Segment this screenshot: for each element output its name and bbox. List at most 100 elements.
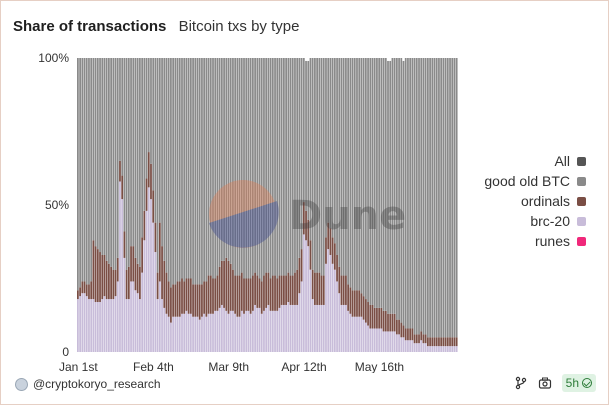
bar-segment-good-old-btc xyxy=(258,58,261,279)
bar-segment-brc-20 xyxy=(127,299,130,352)
bar-segment-ordinals xyxy=(395,319,398,335)
bar-segment-ordinals xyxy=(201,284,203,317)
bar-segment-brc-20 xyxy=(360,316,363,352)
bar-segment-ordinals xyxy=(152,190,155,223)
bar-segment-brc-20 xyxy=(327,249,330,352)
bar-segment-ordinals xyxy=(136,263,139,294)
legend-item[interactable]: brc-20 xyxy=(484,211,586,231)
bar-segment-ordinals xyxy=(203,281,206,314)
bar-segment-good-old-btc xyxy=(209,58,212,276)
bar-segment-ordinals xyxy=(271,275,274,311)
bar-segment-ordinals xyxy=(209,275,212,314)
bar-segment-ordinals xyxy=(420,331,423,341)
bar-segment-ordinals xyxy=(121,175,124,200)
bar-segment-brc-20 xyxy=(223,307,225,352)
watermark-text: Dune xyxy=(289,193,406,239)
legend-swatch xyxy=(577,236,586,246)
bar-segment-ordinals xyxy=(453,337,456,347)
bar-segment-good-old-btc xyxy=(214,58,217,279)
bar-segment-good-old-btc xyxy=(327,58,330,223)
bar-segment-good-old-btc xyxy=(172,58,175,285)
bar-segment-good-old-btc xyxy=(181,58,183,279)
bar-segment-brc-20 xyxy=(285,304,287,352)
camera-icon[interactable] xyxy=(536,374,554,392)
author-link[interactable]: @cryptokoryo_research xyxy=(15,377,161,391)
fork-icon[interactable] xyxy=(512,374,530,392)
bar-segment-brc-20 xyxy=(387,331,389,352)
bar-segment-good-old-btc xyxy=(351,58,354,291)
bar-segment-brc-20 xyxy=(258,307,261,352)
bar-segment-ordinals xyxy=(322,275,325,305)
bar-segment-brc-20 xyxy=(373,328,376,352)
bar-segment-ordinals xyxy=(342,275,345,305)
bar-segment-brc-20 xyxy=(367,325,369,352)
bar-segment-ordinals xyxy=(278,275,281,308)
legend-swatch xyxy=(577,176,586,186)
bar-segment-good-old-btc xyxy=(435,58,438,338)
bar-segment-brc-20 xyxy=(376,328,378,352)
bar-segment-brc-20 xyxy=(444,346,447,352)
bar-segment-good-old-btc xyxy=(265,58,268,273)
legend-item[interactable]: good old BTC xyxy=(484,171,586,191)
legend-item[interactable]: ordinals xyxy=(484,191,586,211)
bar-segment-good-old-btc xyxy=(311,58,314,270)
bar-segment-ordinals xyxy=(187,278,190,314)
bar-segment-brc-20 xyxy=(325,263,327,352)
bar-segment-good-old-btc xyxy=(143,58,146,211)
refresh-label: 5h xyxy=(565,376,579,390)
bar-segment-ordinals xyxy=(141,237,144,273)
bar-segment-good-old-btc xyxy=(136,58,139,264)
bar-segment-good-old-btc xyxy=(449,58,451,338)
bar-segment-ordinals xyxy=(227,260,230,314)
bar-segment-ordinals xyxy=(236,275,239,317)
bar-segment-ordinals xyxy=(79,287,81,297)
bar-segment-brc-20 xyxy=(311,299,314,352)
bar-segment-good-old-btc xyxy=(227,58,230,261)
bar-segment-brc-20 xyxy=(440,346,443,352)
bar-segment-ordinals xyxy=(307,219,310,247)
refresh-status-badge[interactable]: 5h xyxy=(561,374,596,392)
bar-segment-brc-20 xyxy=(192,316,194,352)
bar-segment-ordinals xyxy=(174,284,177,317)
bar-segment-brc-20 xyxy=(247,310,250,352)
bar-segment-brc-20 xyxy=(83,293,86,352)
bar-segment-brc-20 xyxy=(194,316,197,352)
legend-item[interactable]: runes xyxy=(484,231,586,251)
bar-segment-brc-20 xyxy=(322,304,325,352)
bar-segment-ordinals xyxy=(387,313,389,332)
bar-segment-good-old-btc xyxy=(174,58,177,285)
bar-segment-ordinals xyxy=(302,202,305,235)
bar-segment-brc-20 xyxy=(364,322,367,352)
bar-segment-good-old-btc xyxy=(163,58,166,261)
bar-segment-good-old-btc xyxy=(116,58,119,258)
bar-segment-good-old-btc xyxy=(83,58,86,282)
legend-item[interactable]: All xyxy=(484,151,586,171)
bar-segment-good-old-btc xyxy=(358,58,361,291)
bar-segment-brc-20 xyxy=(218,307,221,352)
legend-label: good old BTC xyxy=(484,173,570,189)
bar-segment-good-old-btc xyxy=(132,58,135,247)
bar-segment-ordinals xyxy=(234,275,237,314)
bar-segment-good-old-btc xyxy=(236,58,239,276)
bar-segment-ordinals xyxy=(232,269,234,311)
bar-segment-ordinals xyxy=(311,269,314,300)
bar-segment-ordinals xyxy=(127,266,130,300)
bar-segment-brc-20 xyxy=(85,296,88,352)
bar-segment-ordinals xyxy=(112,269,115,300)
bar-segment-good-old-btc xyxy=(455,58,458,338)
bar-segment-brc-20 xyxy=(172,316,175,352)
bar-segment-brc-20 xyxy=(442,346,445,352)
bar-segment-brc-20 xyxy=(121,199,124,352)
bar-segment-good-old-btc xyxy=(251,58,254,276)
bar-segment-brc-20 xyxy=(362,319,365,352)
bar-segment-ordinals xyxy=(451,337,454,347)
bar-segment-brc-20 xyxy=(331,263,334,352)
bar-segment-ordinals xyxy=(446,337,449,347)
bar-segment-good-old-btc xyxy=(382,58,385,311)
bar-segment-ordinals xyxy=(329,228,332,255)
bar-segment-ordinals xyxy=(132,246,135,282)
bar-segment-brc-20 xyxy=(125,299,128,352)
bar-segment-good-old-btc xyxy=(320,58,323,276)
bar-segment-good-old-btc xyxy=(302,58,305,203)
bar-segment-good-old-btc xyxy=(110,58,112,267)
